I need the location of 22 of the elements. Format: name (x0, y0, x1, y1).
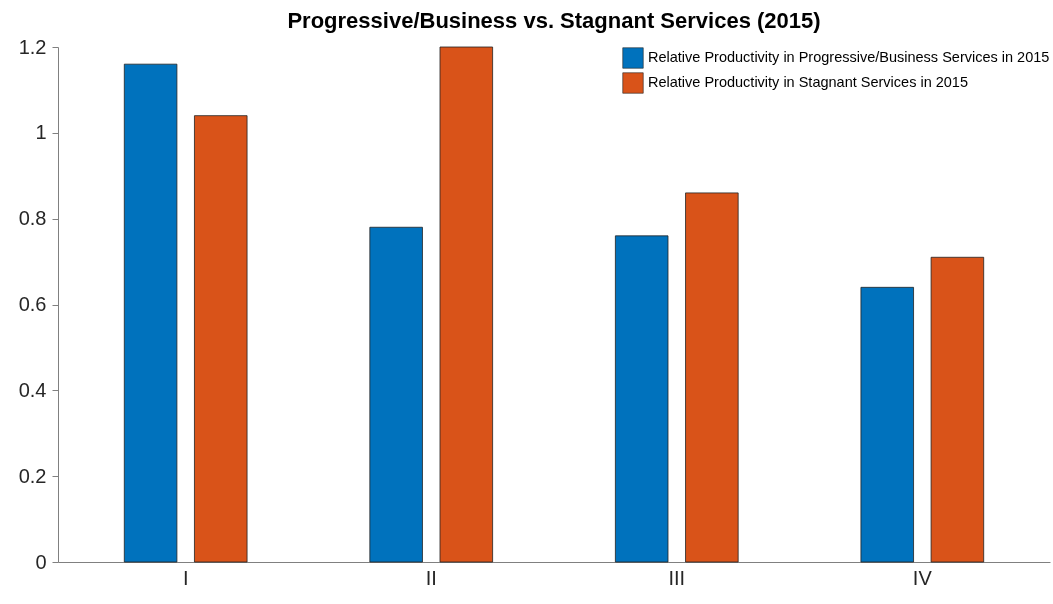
bar (194, 115, 248, 563)
y-tick-label: 0.8 (18, 207, 47, 230)
y-tick-label: 1 (35, 121, 47, 144)
x-tick-label: II (425, 566, 437, 589)
y-tick-label: 0.2 (18, 464, 47, 487)
x-tick-label: IV (912, 566, 933, 589)
x-tick-label: I (182, 566, 189, 589)
bar (439, 46, 494, 563)
y-tick-label: 0.6 (18, 293, 47, 315)
y-tick-label: 1.2 (18, 35, 47, 58)
legend-label: Relative Productivity in Progressive/Business Services in 2015 (648, 49, 1050, 65)
bar (930, 256, 985, 563)
bar (685, 192, 739, 563)
bar (860, 286, 914, 563)
legend-label: Relative Productivity in Stagnant Services in 2015 (648, 74, 968, 90)
chart-title: Progressive/Business vs. Stagnant Services (2015) (287, 8, 821, 33)
bar (123, 63, 178, 563)
y-tick-label: 0.4 (18, 378, 47, 401)
x-tick-label: III (668, 566, 686, 589)
bar (614, 235, 669, 563)
bar (369, 226, 423, 563)
y-tick-label: 0 (35, 550, 47, 573)
